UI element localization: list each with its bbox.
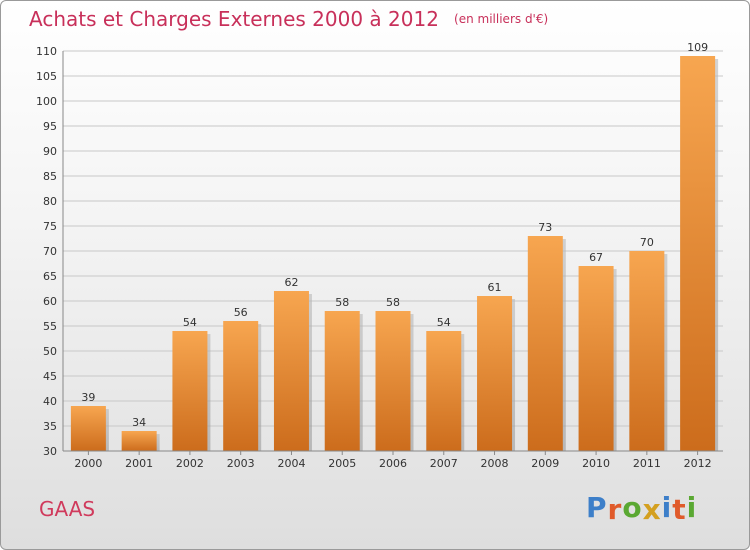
bar-2003 (223, 321, 259, 451)
bar-2008 (477, 296, 513, 451)
bar-2004 (273, 291, 309, 451)
logo-letter: P (586, 491, 608, 524)
y-tick-label: 35 (43, 420, 57, 433)
bar-2002 (172, 331, 208, 451)
y-tick-label: 60 (43, 295, 57, 308)
axis-layer: 30 35 40 45 50 55 60 65 70 75 80 85 90 95 100 105 110 200… (36, 45, 723, 470)
y-tick-label: 90 (43, 145, 57, 158)
y-tick-label: 100 (36, 95, 57, 108)
bar-2009 (527, 236, 563, 451)
data-label: 61 (488, 281, 502, 294)
bar-2001 (121, 431, 157, 451)
chart-title: Achats et Charges Externes 2000 à 2012 (29, 7, 439, 31)
data-label: 54 (437, 316, 451, 329)
y-tick-label: 80 (43, 195, 57, 208)
data-label: 58 (335, 296, 349, 309)
logo-letter: t (672, 493, 687, 526)
y-tick-label: 40 (43, 395, 57, 408)
data-label: 70 (640, 236, 654, 249)
y-tick-label: 45 (43, 370, 57, 383)
x-tick-label: 2002 (176, 457, 204, 470)
data-label: 67 (589, 251, 603, 264)
bar-layer: 39 34 54 56 62 58 58 54 61 73 67 70 109 (70, 41, 719, 451)
logo-letter: i (661, 491, 673, 524)
logo-letter: i (686, 491, 698, 524)
x-tick-label: 2008 (481, 457, 509, 470)
data-label: 39 (81, 391, 95, 404)
x-tick-label: 2005 (328, 457, 356, 470)
x-tick-label: 2010 (582, 457, 610, 470)
y-tick-label: 30 (43, 445, 57, 458)
bar-2006 (375, 311, 411, 451)
title-row: Achats et Charges Externes 2000 à 2012 (… (29, 7, 548, 31)
x-tick-label: 2012 (684, 457, 712, 470)
y-tick-label: 70 (43, 245, 57, 258)
x-tick-label: 2004 (277, 457, 305, 470)
y-tick-label: 65 (43, 270, 57, 283)
y-tick-label: 95 (43, 120, 57, 133)
y-tick-label: 105 (36, 70, 57, 83)
x-tick-label: 2000 (74, 457, 102, 470)
data-label: 34 (132, 416, 146, 429)
commune-name: GAAS (39, 497, 96, 521)
proxiti-logo[interactable]: Proxiti (586, 491, 698, 526)
bar-2012 (680, 56, 716, 451)
data-label: 62 (284, 276, 298, 289)
data-label: 73 (538, 221, 552, 234)
logo-letter: o (622, 491, 643, 524)
logo-letter: r (607, 493, 623, 526)
bar-2005 (324, 311, 360, 451)
data-label: 58 (386, 296, 400, 309)
logo-letter: x (642, 493, 662, 526)
x-tick-label: 2007 (430, 457, 458, 470)
bar-2010 (578, 266, 614, 451)
bar-2007 (426, 331, 462, 451)
bar-2000 (70, 406, 106, 451)
y-tick-label: 50 (43, 345, 57, 358)
y-tick-label: 85 (43, 170, 57, 183)
data-label: 54 (183, 316, 197, 329)
data-label: 109 (687, 41, 708, 54)
x-tick-label: 2011 (633, 457, 661, 470)
data-label: 56 (234, 306, 248, 319)
y-tick-label: 75 (43, 220, 57, 233)
y-tick-label: 110 (36, 45, 57, 58)
x-tick-label: 2001 (125, 457, 153, 470)
x-tick-label: 2009 (531, 457, 559, 470)
bar-2011 (629, 251, 665, 451)
x-tick-label: 2006 (379, 457, 407, 470)
y-tick-label: 55 (43, 320, 57, 333)
chart-subtitle: (en milliers d'€) (454, 12, 549, 26)
x-tick-label: 2003 (227, 457, 255, 470)
